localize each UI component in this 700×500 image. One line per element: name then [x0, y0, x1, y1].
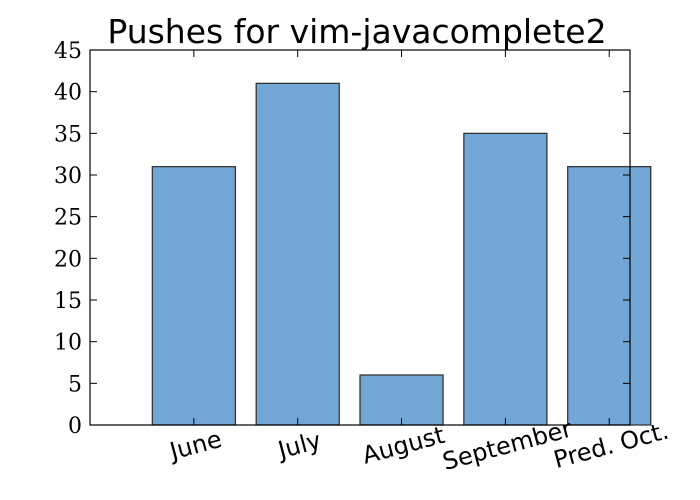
ytick-label: 30	[54, 164, 82, 189]
xtick-label: August	[359, 421, 447, 470]
bar-september	[463, 132, 548, 426]
bar-pred-oct	[567, 166, 652, 426]
ytick-label: 40	[54, 81, 82, 106]
ytick-label: 5	[68, 372, 82, 397]
ytick-label: 25	[54, 206, 82, 231]
ytick-label: 10	[54, 331, 82, 356]
ytick-label: 45	[54, 39, 82, 64]
ytick-label: 15	[54, 289, 82, 314]
xtick-label: July	[273, 426, 324, 465]
plot-frame	[89, 49, 631, 426]
bars-layer	[151, 82, 652, 426]
bar-june	[151, 166, 236, 426]
ytick-label: 20	[54, 247, 82, 272]
bar-july	[255, 82, 340, 426]
chart-title: Pushes for vim-javacomplete2	[107, 12, 606, 51]
bar-august	[359, 374, 444, 426]
y-axis: 0 5 10 15 20 25 30 35 40 45	[54, 39, 630, 439]
ytick-label: 35	[54, 122, 82, 147]
xtick-label: June	[165, 425, 225, 466]
ytick-label: 0	[68, 414, 82, 439]
